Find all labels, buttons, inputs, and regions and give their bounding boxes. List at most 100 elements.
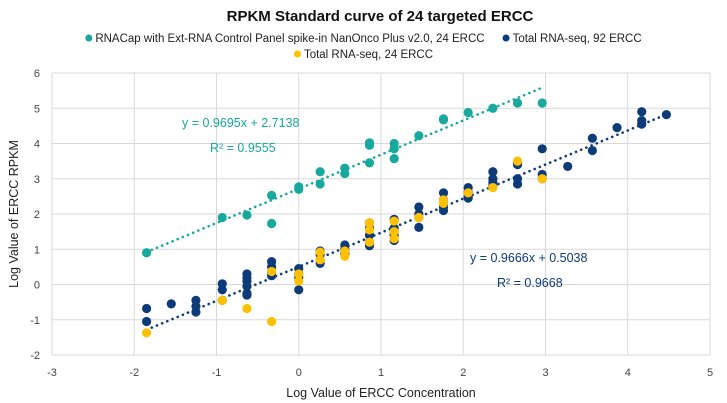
legend: RNACap with Ext-RNA Control Panel spike-… xyxy=(85,33,642,61)
x-tick-label: 2 xyxy=(460,367,466,379)
data-point-series-1 xyxy=(364,158,375,168)
x-tick-label: -1 xyxy=(212,367,222,379)
y-tick-label: 2 xyxy=(34,209,40,221)
data-point-series-1 xyxy=(267,218,277,229)
data-point-series-2 xyxy=(587,145,597,156)
data-point-series-1 xyxy=(217,212,227,223)
data-point-series-2 xyxy=(166,299,176,309)
data-point-series-3 xyxy=(512,156,523,166)
data-point-series-2 xyxy=(217,285,227,295)
y-tick-label: 5 xyxy=(34,103,40,115)
legend-item-total-24: Total RNA-seq, 24 ERCC xyxy=(293,49,433,61)
data-point-series-3 xyxy=(294,276,304,286)
data-point-series-2 xyxy=(537,144,547,154)
y-tick-label: 0 xyxy=(34,280,40,292)
data-point-series-3 xyxy=(267,316,277,327)
data-point-series-3 xyxy=(389,216,399,226)
data-point-series-3 xyxy=(315,255,325,265)
data-point-series-2 xyxy=(438,205,449,216)
legend-label-total-92: Total RNA-seq, 92 ERCC xyxy=(513,33,642,45)
x-tick-label: 4 xyxy=(625,367,631,379)
trendline-series-2 xyxy=(145,113,668,332)
r-squared-total-92: R² = 0.9668 xyxy=(497,276,563,290)
legend-marker-total-92 xyxy=(502,34,510,42)
x-tick-label: -2 xyxy=(129,367,139,379)
trendlines xyxy=(145,86,668,332)
data-point-series-2 xyxy=(612,123,622,133)
data-point-series-2 xyxy=(587,133,597,143)
data-point-series-1 xyxy=(389,138,399,149)
data-point-series-1 xyxy=(438,114,449,124)
data-point-series-1 xyxy=(315,179,325,189)
data-point-series-3 xyxy=(364,218,375,228)
y-tick-label: -2 xyxy=(30,350,40,362)
y-axis-title: Log Value of ERCC RPKM xyxy=(7,140,21,288)
data-point-series-1 xyxy=(463,107,473,118)
data-point-series-1 xyxy=(141,248,152,258)
legend-marker-rnacap xyxy=(85,34,93,42)
data-point-series-3 xyxy=(414,212,424,223)
data-point-series-2 xyxy=(661,109,672,120)
r-squared-rnacap: R² = 0.9555 xyxy=(210,141,276,155)
x-tick-label: -3 xyxy=(47,367,57,379)
data-point-series-3 xyxy=(294,269,304,279)
legend-item-rnacap: RNACap with Ext-RNA Control Panel spike-… xyxy=(85,33,485,45)
data-point-series-2 xyxy=(563,161,573,172)
data-point-series-1 xyxy=(315,167,325,177)
data-point-series-1 xyxy=(414,131,424,141)
data-points xyxy=(141,98,672,338)
data-point-series-3 xyxy=(389,234,399,244)
data-point-series-1 xyxy=(294,182,304,192)
gridlines xyxy=(51,72,711,356)
y-tick-label: 6 xyxy=(34,68,40,80)
x-axis-title: Log Value of ERCC Concentration xyxy=(286,386,476,400)
y-tick-label: 3 xyxy=(34,174,40,186)
trendline-equation-rnacap: y = 0.9695x + 2.7138 xyxy=(182,116,300,130)
x-tick-label: 3 xyxy=(542,367,548,379)
data-point-series-2 xyxy=(438,188,449,198)
data-point-series-3 xyxy=(488,182,498,193)
trendline-equation-total-92: y = 0.9666x + 0.5038 xyxy=(470,251,588,265)
chart-title: RPKM Standard curve of 24 targeted ERCC xyxy=(227,8,534,25)
data-point-series-2 xyxy=(512,179,523,189)
legend-marker-total-24 xyxy=(293,50,301,58)
data-point-series-1 xyxy=(340,168,350,179)
tick-labels: -3 -2 -1 0 1 2 3 4 5 -2 -1 0 1 2 3 4 5 6 xyxy=(30,68,713,379)
data-point-series-3 xyxy=(217,295,227,305)
data-point-series-2 xyxy=(242,281,252,291)
data-point-series-1 xyxy=(267,190,277,200)
data-point-series-1 xyxy=(364,138,375,148)
data-point-series-1 xyxy=(389,154,399,164)
data-point-series-2 xyxy=(242,290,252,300)
x-tick-label: 5 xyxy=(707,367,713,379)
data-point-series-3 xyxy=(463,188,473,198)
data-point-series-2 xyxy=(141,303,152,314)
data-point-series-3 xyxy=(267,266,277,277)
data-point-series-3 xyxy=(340,251,350,261)
data-point-series-1 xyxy=(537,98,547,108)
data-point-series-2 xyxy=(637,107,647,117)
data-point-series-3 xyxy=(438,198,449,209)
data-point-series-2 xyxy=(141,316,152,327)
data-point-series-2 xyxy=(414,202,424,212)
data-point-series-1 xyxy=(242,210,252,220)
data-point-series-1 xyxy=(488,103,498,113)
data-point-series-3 xyxy=(389,227,399,237)
y-tick-label: 1 xyxy=(34,244,40,256)
legend-label-rnacap: RNACap with Ext-RNA Control Panel spike-… xyxy=(95,33,484,45)
data-point-series-3 xyxy=(242,303,252,314)
data-point-series-3 xyxy=(315,247,325,257)
data-point-series-3 xyxy=(141,328,152,338)
data-point-series-2 xyxy=(191,307,201,317)
x-tick-label: 1 xyxy=(378,367,384,379)
y-tick-label: -1 xyxy=(30,315,40,327)
legend-item-total-92: Total RNA-seq, 92 ERCC xyxy=(502,33,642,45)
data-point-series-2 xyxy=(294,285,304,295)
data-point-series-1 xyxy=(512,98,523,108)
data-point-series-3 xyxy=(364,225,375,235)
legend-label-total-24: Total RNA-seq, 24 ERCC xyxy=(304,49,433,61)
data-point-series-2 xyxy=(637,119,647,129)
data-point-series-3 xyxy=(537,174,547,184)
